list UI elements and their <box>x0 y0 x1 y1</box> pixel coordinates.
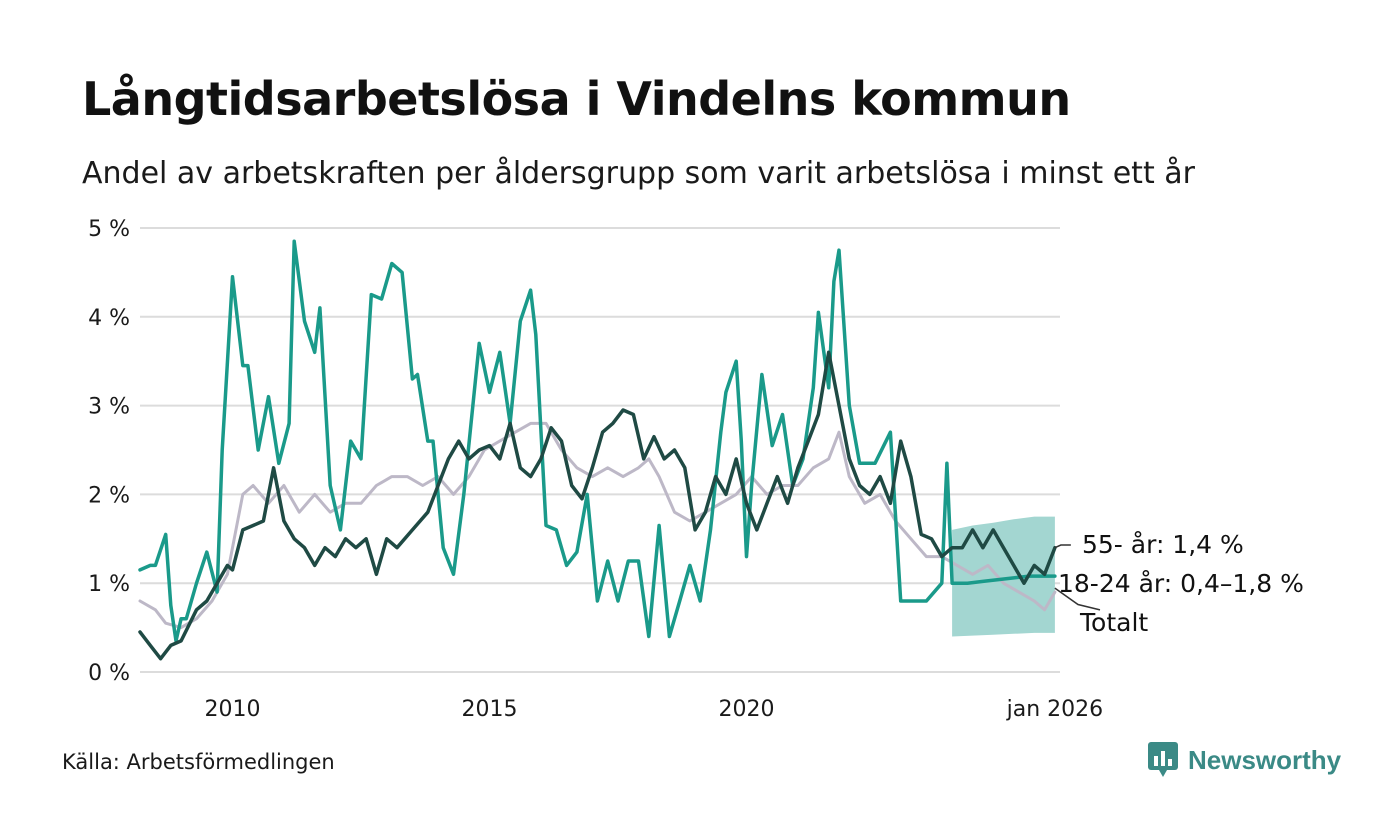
y-tick-label: 2 % <box>88 483 130 508</box>
series-line-total <box>138 421 1057 630</box>
x-axis: 2010 2015 2020 jan 2026 <box>205 697 1104 722</box>
x-tick-label: jan 2026 <box>1006 697 1104 722</box>
source-note: Källa: Arbetsförmedlingen <box>62 750 335 774</box>
uncertainty-band <box>952 516 1055 637</box>
chart-subtitle: Andel av arbetskraften per åldersgrupp s… <box>82 156 1195 191</box>
series-label-55: 55- år: 1,4 % <box>1082 530 1244 559</box>
series-label-18-24: 18-24 år: 0,4–1,8 % <box>1058 569 1304 598</box>
y-axis: 0 % 1 % 2 % 3 % 4 % 5 % <box>88 217 130 686</box>
series-line-55 <box>138 350 1057 661</box>
y-tick-label: 0 % <box>88 661 130 686</box>
x-tick-label: 2015 <box>461 697 517 722</box>
series-line-18-24 <box>138 239 1057 643</box>
x-tick-label: 2010 <box>205 697 261 722</box>
series-label-total: Totalt <box>1079 608 1148 637</box>
newsworthy-logo-icon <box>1148 742 1178 777</box>
x-tick-label: 2020 <box>718 697 774 722</box>
y-tick-label: 3 % <box>88 395 130 420</box>
uncertainty-band-group <box>952 516 1055 637</box>
series-labels: 55- år: 1,4 % 18-24 år: 0,4–1,8 % Totalt <box>1054 530 1304 637</box>
label-leader-total <box>1054 587 1101 611</box>
brand-logo: Newsworthy <box>1148 742 1341 778</box>
chart-title: Långtidsarbetslösa i Vindelns kommun <box>82 72 1071 126</box>
y-tick-label: 1 % <box>88 572 130 597</box>
brand-name: Newsworthy <box>1188 744 1342 775</box>
y-tick-label: 4 % <box>88 306 130 331</box>
series-lines <box>138 239 1057 661</box>
label-leader-55 <box>1054 544 1071 549</box>
y-tick-label: 5 % <box>88 217 130 242</box>
